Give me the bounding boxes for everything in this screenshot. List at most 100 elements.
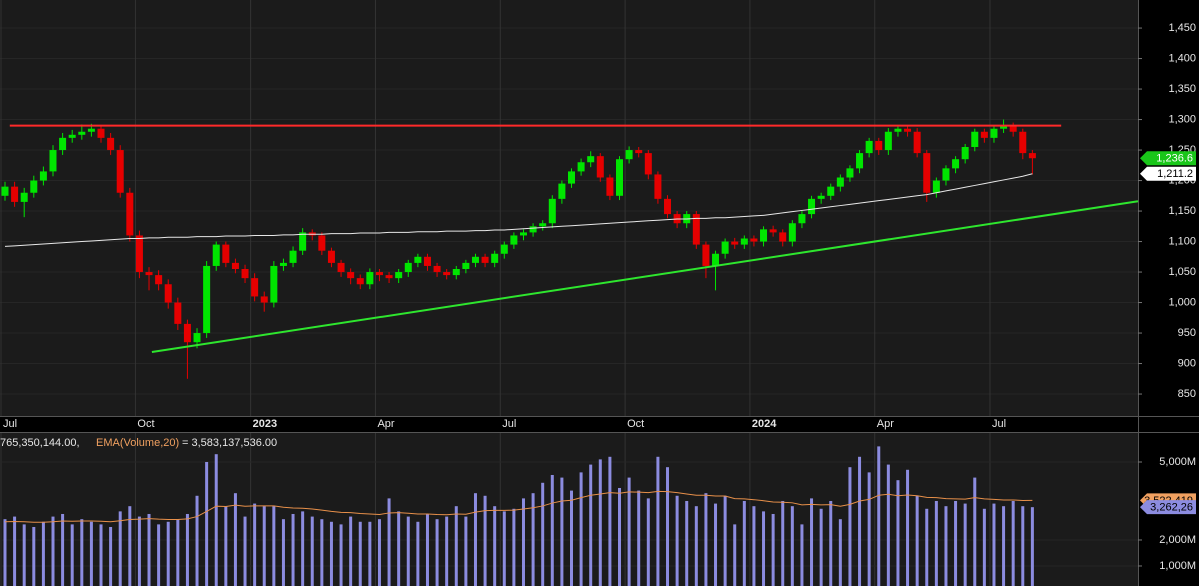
candle-body	[212, 244, 220, 266]
candle-body	[606, 177, 614, 196]
candle-body	[952, 159, 960, 169]
volume-bar	[233, 493, 237, 586]
candle-body	[433, 265, 441, 273]
x-tick-label: Jul	[3, 418, 17, 430]
x-tick-label: Jul	[992, 418, 1006, 430]
volume-bar	[176, 519, 180, 586]
y-tick-label: 900	[1178, 357, 1196, 369]
candle-body	[1, 186, 9, 196]
volume-bar	[541, 482, 545, 586]
candle-body	[788, 223, 796, 242]
grid	[0, 0, 1142, 586]
volume-bar	[685, 500, 689, 586]
volume-bar	[694, 506, 698, 586]
volume-bar	[445, 516, 449, 586]
volume-bar	[425, 513, 429, 586]
candle-body	[462, 262, 470, 269]
volume-bar	[397, 511, 401, 586]
volume-bar	[790, 506, 794, 586]
volume-bar	[637, 490, 641, 586]
candle-body	[923, 153, 931, 193]
candle-body	[519, 232, 527, 236]
volume-bar	[406, 516, 410, 586]
labels: 8509009501,0001,0501,1001,1501,2001,2501…	[3, 22, 1196, 572]
volume-bar	[963, 503, 967, 586]
volume-bar	[877, 446, 881, 586]
volume-bar	[243, 516, 247, 586]
candle-body	[39, 171, 47, 181]
volume-bar	[70, 524, 74, 586]
price-panel	[0, 0, 1138, 416]
volume-bar	[886, 464, 890, 586]
volume-bar	[838, 519, 842, 586]
volume-bar	[349, 516, 353, 586]
volume-bar	[627, 477, 631, 586]
candle-body	[327, 250, 335, 263]
volume-bar	[272, 506, 276, 586]
price-tag	[1140, 500, 1196, 515]
overlay-line	[4, 173, 1033, 247]
candle-body	[865, 140, 873, 154]
candle-body	[894, 128, 902, 132]
candle-body	[423, 256, 431, 266]
candle-body	[1028, 153, 1036, 159]
candle-body	[616, 159, 624, 196]
volume-bar	[195, 495, 199, 586]
volume-bar	[723, 495, 727, 586]
candle-body	[347, 272, 355, 279]
candle-body	[404, 262, 412, 273]
candle-body	[241, 268, 249, 279]
x-tick-label: Jul	[502, 418, 516, 430]
volume-bar	[762, 511, 766, 586]
candle-body	[356, 278, 364, 285]
candle-body	[846, 168, 854, 178]
volume-bar	[598, 459, 602, 586]
x-tick-label: Apr	[877, 418, 894, 430]
volume-bar	[157, 524, 161, 586]
volume-bar	[934, 500, 938, 586]
volume-bar	[569, 490, 573, 586]
candle-body	[443, 272, 451, 276]
candle-body	[116, 150, 124, 193]
candle-body	[692, 214, 700, 245]
volume-bar	[906, 469, 910, 586]
volume-bar	[589, 464, 593, 586]
candle-body	[904, 128, 912, 132]
volume-bar	[205, 461, 209, 586]
volume-bar	[896, 480, 900, 586]
candle-body	[260, 296, 268, 303]
candle-body	[539, 223, 547, 227]
candle-body	[740, 238, 748, 245]
volume-panel	[0, 433, 1138, 586]
candle-body	[299, 232, 307, 251]
ema-header-name: EMA(Volume,20)	[96, 437, 179, 449]
candle-body	[769, 229, 777, 233]
candle-body	[395, 272, 403, 279]
volume-bar	[310, 516, 314, 586]
x-tick-label: Oct	[627, 418, 644, 430]
candle-body	[625, 150, 633, 160]
y-tick-label: 2,000M	[1159, 534, 1196, 546]
candle-body	[817, 195, 825, 199]
volume-bar	[1021, 506, 1025, 586]
x-tick-label: 2023	[253, 418, 277, 430]
volume-bar	[262, 506, 266, 586]
candle-body	[577, 162, 585, 172]
candle-body	[135, 235, 143, 273]
volume-bar	[752, 506, 756, 586]
candle-body	[856, 153, 864, 169]
x-tick-label: Oct	[137, 418, 154, 430]
candle-body	[385, 275, 393, 279]
candle-body	[827, 186, 835, 196]
candle-body	[990, 128, 998, 138]
marks	[1, 119, 1139, 586]
y-tick-label: 1,300	[1168, 113, 1196, 125]
candle-body	[107, 137, 115, 151]
candle-body	[961, 147, 969, 160]
candle-body	[548, 198, 556, 224]
volume-bar	[829, 500, 833, 586]
volume-bar	[281, 519, 285, 586]
candle-body	[635, 150, 643, 154]
volume-bar	[454, 506, 458, 586]
candle-body	[87, 128, 95, 132]
